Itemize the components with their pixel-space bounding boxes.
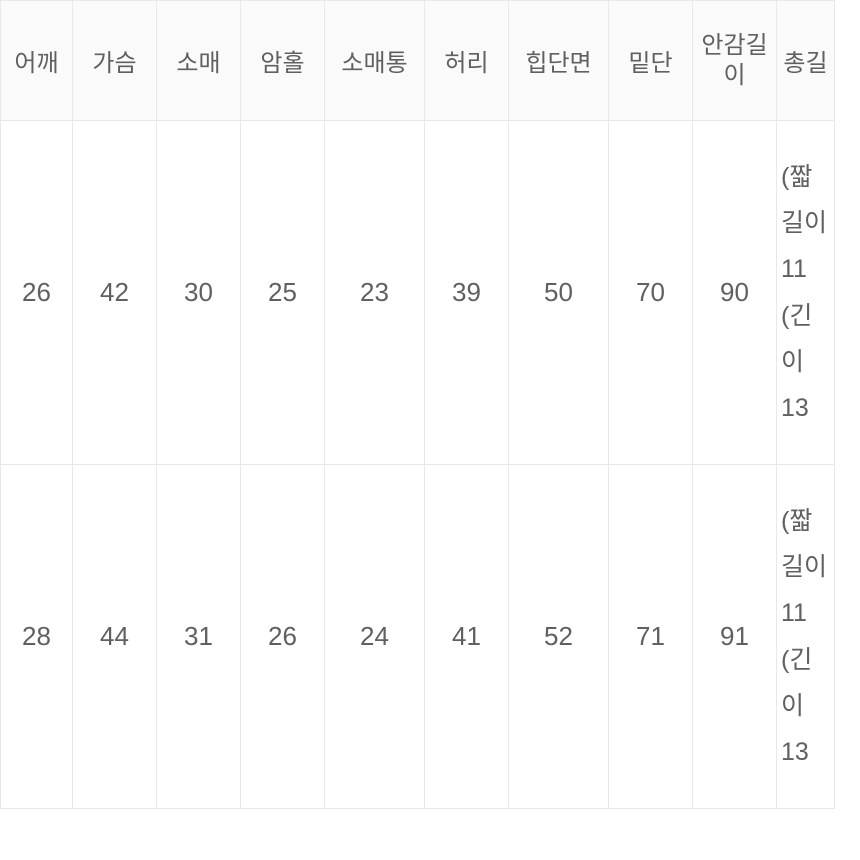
cell-total-length: (짧 길이 11 (긴 이 13 bbox=[777, 465, 835, 809]
col-chest: 가슴 bbox=[73, 1, 157, 121]
cell-sleeve: 31 bbox=[157, 465, 241, 809]
cell-hem: 70 bbox=[609, 121, 693, 465]
cell-total-length: (짧 길이 11 (긴 이 13 bbox=[777, 121, 835, 465]
col-hem: 밑단 bbox=[609, 1, 693, 121]
col-lining-length-line1: 안감길 bbox=[701, 32, 767, 59]
col-waist: 허리 bbox=[425, 1, 509, 121]
total-length-text: 이 bbox=[781, 348, 804, 376]
total-length-text: 11 bbox=[781, 255, 807, 283]
col-total-length: 총길 bbox=[777, 1, 835, 121]
cell-lining-length: 90 bbox=[693, 121, 777, 465]
total-length-text: (긴 bbox=[781, 302, 812, 330]
cell-chest: 44 bbox=[73, 465, 157, 809]
col-hip: 힙단면 bbox=[509, 1, 609, 121]
cell-armhole: 26 bbox=[241, 465, 325, 809]
total-length-text: 13 bbox=[781, 738, 809, 766]
cell-waist: 41 bbox=[425, 465, 509, 809]
size-table: 어깨 가슴 소매 암홀 소매통 허리 힙단면 밑단 안감길 이 총길 26 42… bbox=[0, 0, 835, 809]
cell-shoulder: 26 bbox=[1, 121, 73, 465]
total-length-text: (짧 bbox=[781, 163, 812, 191]
size-table-body: 26 42 30 25 23 39 50 70 90 (짧 길이 11 (긴 이… bbox=[1, 121, 835, 809]
cell-waist: 39 bbox=[425, 121, 509, 465]
cell-sleeve-width: 24 bbox=[325, 465, 425, 809]
total-length-text: (긴 bbox=[781, 646, 812, 674]
total-length-text: 길이 bbox=[781, 209, 827, 237]
cell-shoulder: 28 bbox=[1, 465, 73, 809]
cell-chest: 42 bbox=[73, 121, 157, 465]
cell-sleeve: 30 bbox=[157, 121, 241, 465]
col-sleeve-width: 소매통 bbox=[325, 1, 425, 121]
cell-hem: 71 bbox=[609, 465, 693, 809]
header-row: 어깨 가슴 소매 암홀 소매통 허리 힙단면 밑단 안감길 이 총길 bbox=[1, 1, 835, 121]
col-lining-length-line2: 이 bbox=[723, 62, 745, 89]
cell-armhole: 25 bbox=[241, 121, 325, 465]
cell-lining-length: 91 bbox=[693, 465, 777, 809]
col-shoulder: 어깨 bbox=[1, 1, 73, 121]
size-table-head: 어깨 가슴 소매 암홀 소매통 허리 힙단면 밑단 안감길 이 총길 bbox=[1, 1, 835, 121]
total-length-text: 길이 bbox=[781, 553, 827, 581]
total-length-text: 13 bbox=[781, 394, 809, 422]
cell-hip: 50 bbox=[509, 121, 609, 465]
total-length-text: 11 bbox=[781, 599, 807, 627]
total-length-text: 이 bbox=[781, 692, 804, 720]
col-sleeve: 소매 bbox=[157, 1, 241, 121]
cell-hip: 52 bbox=[509, 465, 609, 809]
col-lining-length: 안감길 이 bbox=[693, 1, 777, 121]
size-table-container: 어깨 가슴 소매 암홀 소매통 허리 힙단면 밑단 안감길 이 총길 26 42… bbox=[0, 0, 860, 860]
table-row: 26 42 30 25 23 39 50 70 90 (짧 길이 11 (긴 이… bbox=[1, 121, 835, 465]
table-row: 28 44 31 26 24 41 52 71 91 (짧 길이 11 (긴 이… bbox=[1, 465, 835, 809]
col-armhole: 암홀 bbox=[241, 1, 325, 121]
cell-sleeve-width: 23 bbox=[325, 121, 425, 465]
total-length-text: (짧 bbox=[781, 507, 812, 535]
